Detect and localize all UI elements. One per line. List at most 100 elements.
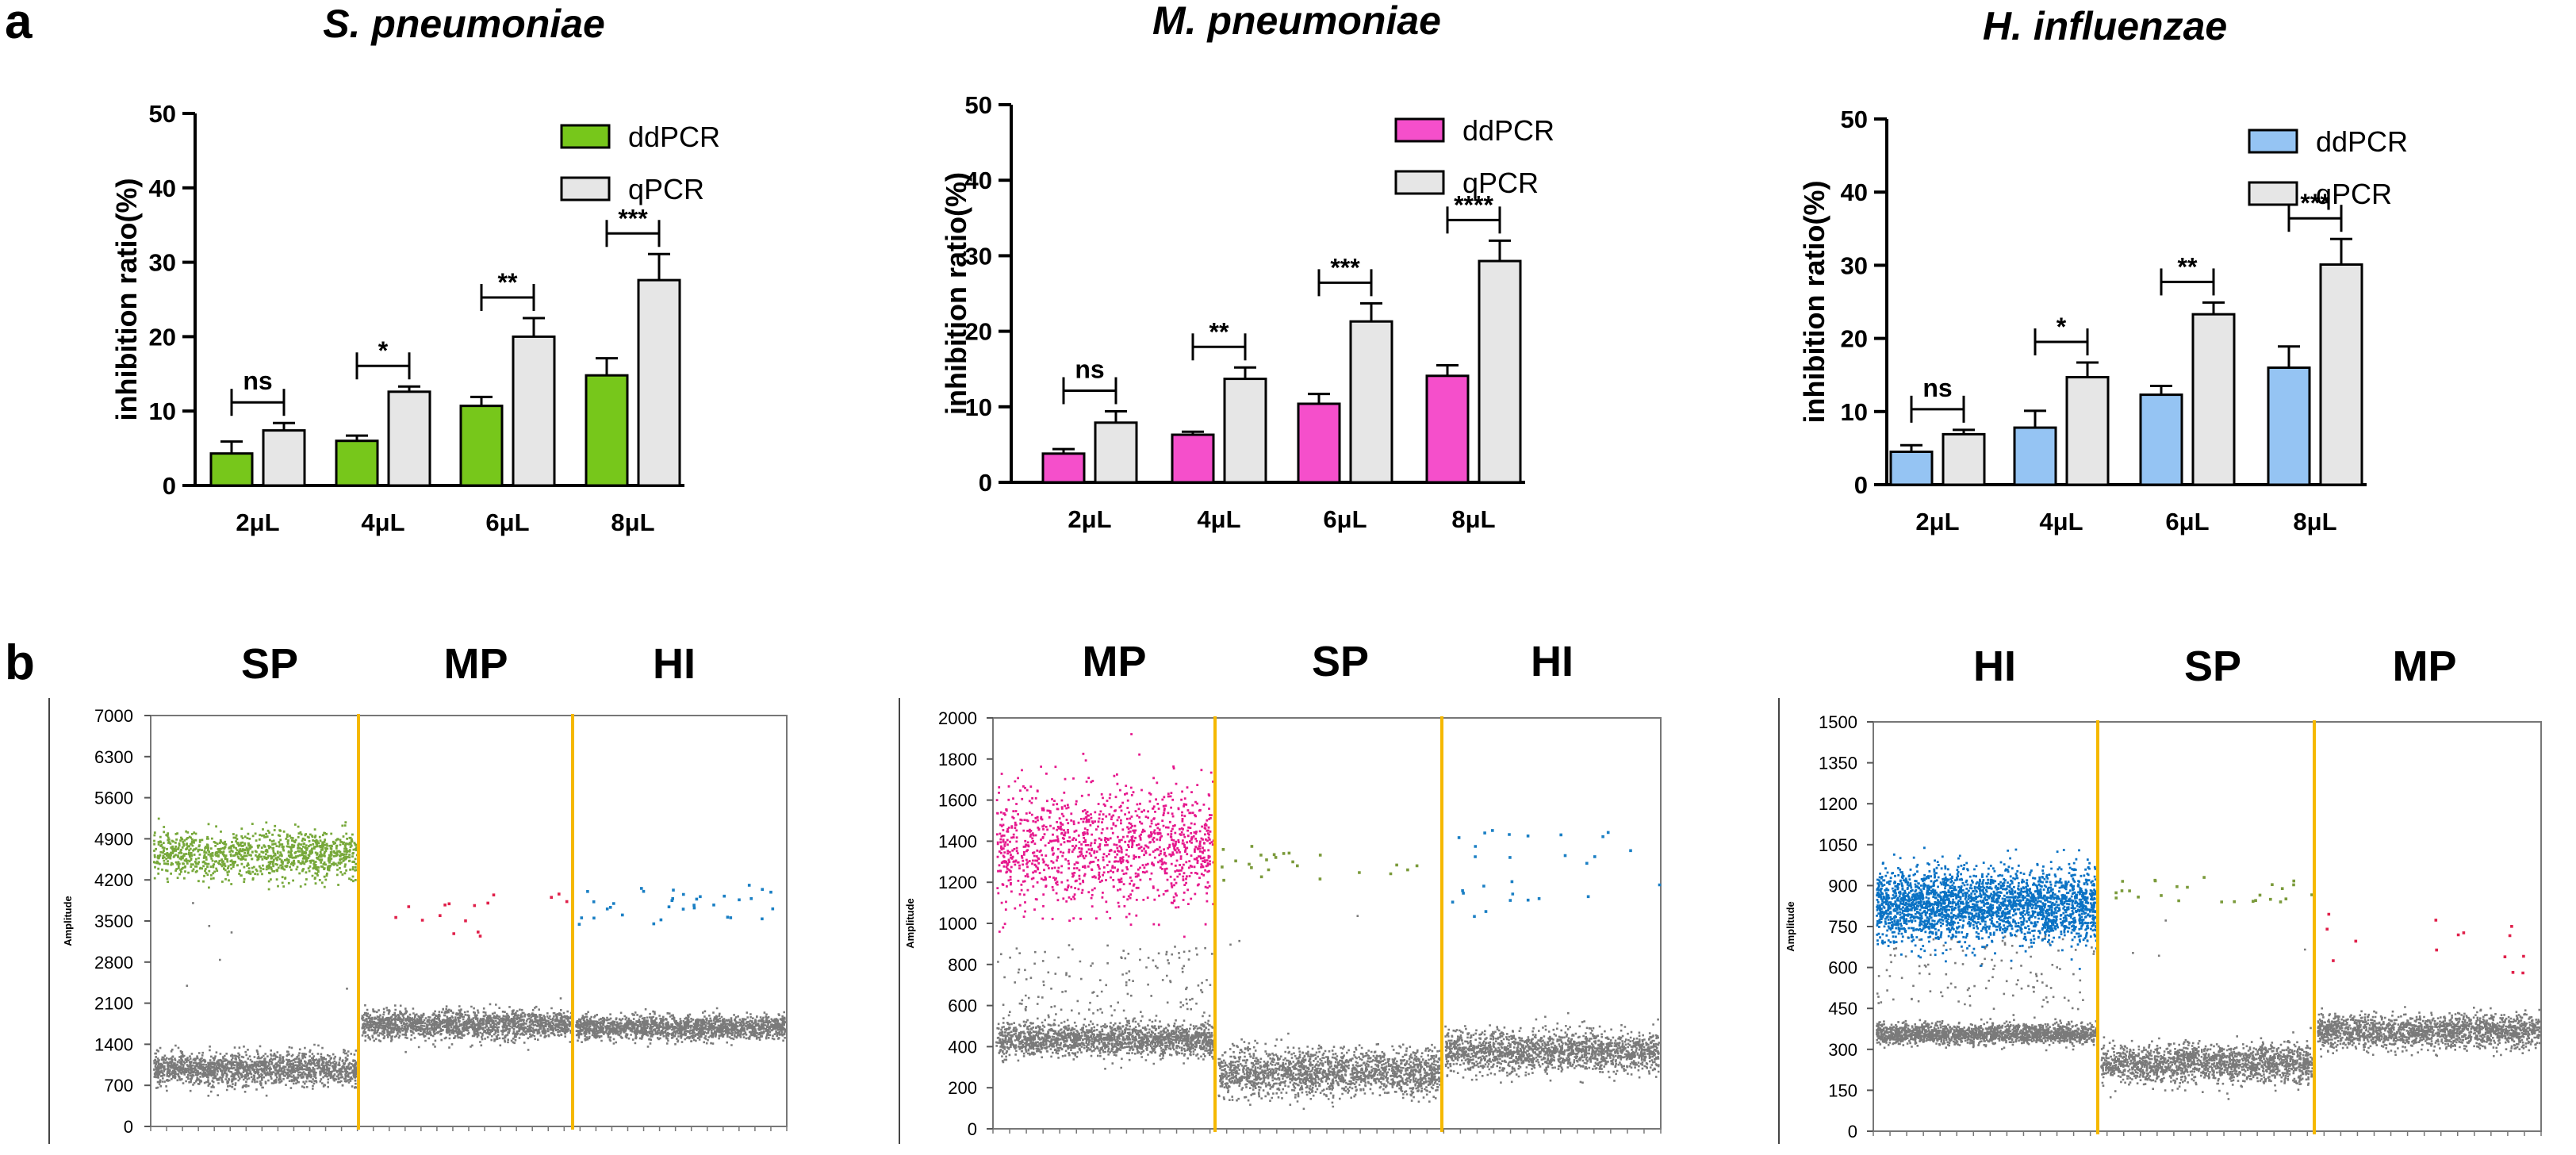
section-heading: HI	[1973, 643, 2016, 690]
chart-title: S. pneumoniae	[323, 2, 605, 46]
y-axis-title: inhibition ratio(%)	[940, 172, 972, 415]
y-tick-label: 600	[1828, 958, 1857, 978]
significance-label: ns	[1922, 374, 1952, 402]
significance-label: *	[378, 336, 389, 365]
significance-label: **	[1209, 317, 1229, 346]
y-tick-label: 2100	[94, 994, 133, 1014]
x-tick-label: 6μL	[1323, 505, 1367, 533]
negative-droplets	[1217, 1032, 1442, 1111]
y-tick-label: 1000	[938, 914, 977, 934]
legend-swatch	[1394, 170, 1445, 195]
bar-ddpcr	[1297, 402, 1341, 484]
positive-droplets	[394, 892, 569, 938]
bar-qpcr	[1942, 432, 1986, 486]
legend-swatch	[2248, 181, 2298, 206]
bar-qpcr	[262, 429, 306, 487]
y-tick-label: 200	[948, 1078, 977, 1098]
y-tick-label: 0	[968, 1119, 977, 1139]
significance-label: *	[2057, 313, 2067, 341]
y-tick-label: 5600	[94, 789, 133, 808]
x-tick-label: 4μL	[361, 508, 404, 536]
bar-qpcr	[387, 390, 431, 487]
negative-droplets	[1444, 1011, 1660, 1084]
y-tick-label: 1400	[94, 1034, 133, 1054]
significance-label: ***	[618, 204, 648, 232]
bar-chart-2: M. pneumoniae 0 10 20 30 40 50 inhibition ratio…	[940, 0, 1554, 533]
y-tick-label: 0	[979, 469, 992, 497]
panel-b-label: b	[5, 635, 35, 690]
positive-droplets	[1876, 846, 2098, 970]
bar-qpcr	[2319, 263, 2363, 486]
bar-ddpcr	[585, 374, 629, 487]
y-tick-label: 450	[1828, 999, 1857, 1019]
y-tick-label: 1350	[1819, 754, 1857, 773]
y-tick-label: 20	[965, 318, 992, 346]
legend-label: qPCR	[2316, 178, 2392, 210]
x-tick-label: 2μL	[236, 508, 279, 536]
legend-swatch	[560, 176, 611, 201]
y-axis-title: Amplitude	[904, 898, 916, 949]
negative-droplets	[1876, 1014, 2098, 1052]
charts-layer: S. pneumoniae 0 10 20 30 40 50 inhibition ratio…	[48, 0, 2542, 1144]
y-tick-label: 150	[1828, 1080, 1857, 1100]
section-heading: MP	[444, 640, 508, 688]
significance-label: **	[2178, 252, 2198, 281]
significance-label: **	[498, 268, 518, 297]
bar-qpcr	[2065, 375, 2110, 486]
bar-qpcr	[2191, 313, 2236, 486]
bar-qpcr	[1349, 320, 1393, 484]
droplet-plot-1: SP MP HI 0 700 1400 2100 2800 3500 4200 4900 5600 63…	[48, 640, 788, 1144]
x-tick-label: 4μL	[2039, 508, 2083, 535]
chart-title: M. pneumoniae	[1152, 0, 1441, 43]
droplet-plot-2: MP SP HI 0 200 400 600 800 1000 1200 1400 1600 1800 2…	[899, 638, 1662, 1144]
significance-label: ns	[243, 366, 272, 395]
y-tick-label: 400	[948, 1037, 977, 1057]
section-heading: MP	[2393, 643, 2457, 690]
x-tick-label: 2μL	[1915, 508, 1959, 535]
negative-droplets	[2100, 1026, 2314, 1100]
y-tick-label: 900	[1828, 876, 1857, 896]
bar-ddpcr	[2013, 426, 2057, 486]
y-tick-label: 40	[965, 167, 992, 194]
y-tick-label: 300	[1828, 1040, 1857, 1060]
y-tick-label: 0	[163, 472, 176, 500]
x-tick-label: 6μL	[2165, 508, 2209, 535]
section-heading: SP	[2184, 643, 2241, 690]
bar-ddpcr	[459, 405, 504, 487]
y-tick-label: 10	[965, 393, 992, 421]
y-tick-label: 50	[149, 100, 176, 128]
y-tick-label: 40	[1841, 178, 1868, 206]
y-tick-label: 1800	[938, 750, 977, 769]
significance-label: ****	[1454, 190, 1493, 219]
bar-ddpcr	[2139, 393, 2183, 486]
y-tick-label: 30	[149, 249, 176, 277]
negative-droplets	[575, 1007, 787, 1048]
y-tick-label: 1500	[1819, 712, 1857, 732]
section-heading: SP	[241, 640, 298, 688]
legend-label: ddPCR	[1462, 114, 1554, 147]
droplet-plot-3: HI SP MP 0 150 300 450 600 750 900 1050 1200 1350 150…	[1778, 643, 2542, 1144]
positive-droplets	[153, 817, 358, 891]
y-tick-label: 4200	[94, 870, 133, 890]
y-tick-label: 50	[965, 91, 992, 119]
x-tick-label: 2μL	[1068, 505, 1111, 533]
y-tick-label: 3500	[94, 911, 133, 931]
legend-swatch	[2248, 129, 2298, 154]
y-axis-title: Amplitude	[62, 896, 74, 946]
y-tick-label: 10	[149, 397, 176, 425]
negative-droplets	[2317, 1006, 2541, 1058]
y-tick-label: 7000	[94, 706, 133, 726]
legend-label: ddPCR	[2316, 125, 2408, 158]
y-tick-label: 20	[1841, 325, 1868, 353]
significance-label: ***	[1330, 253, 1360, 282]
y-tick-label: 4900	[94, 829, 133, 849]
significance-label: ***	[2300, 189, 2330, 217]
y-tick-label: 20	[149, 323, 176, 351]
section-heading: SP	[1312, 638, 1369, 685]
section-heading: HI	[1531, 638, 1574, 685]
y-axis-title: inhibition ratio(%)	[110, 178, 143, 421]
y-tick-label: 1050	[1819, 835, 1857, 855]
bar-qpcr	[1223, 378, 1267, 484]
y-tick-label: 40	[149, 175, 176, 202]
bar-ddpcr	[1041, 452, 1086, 484]
